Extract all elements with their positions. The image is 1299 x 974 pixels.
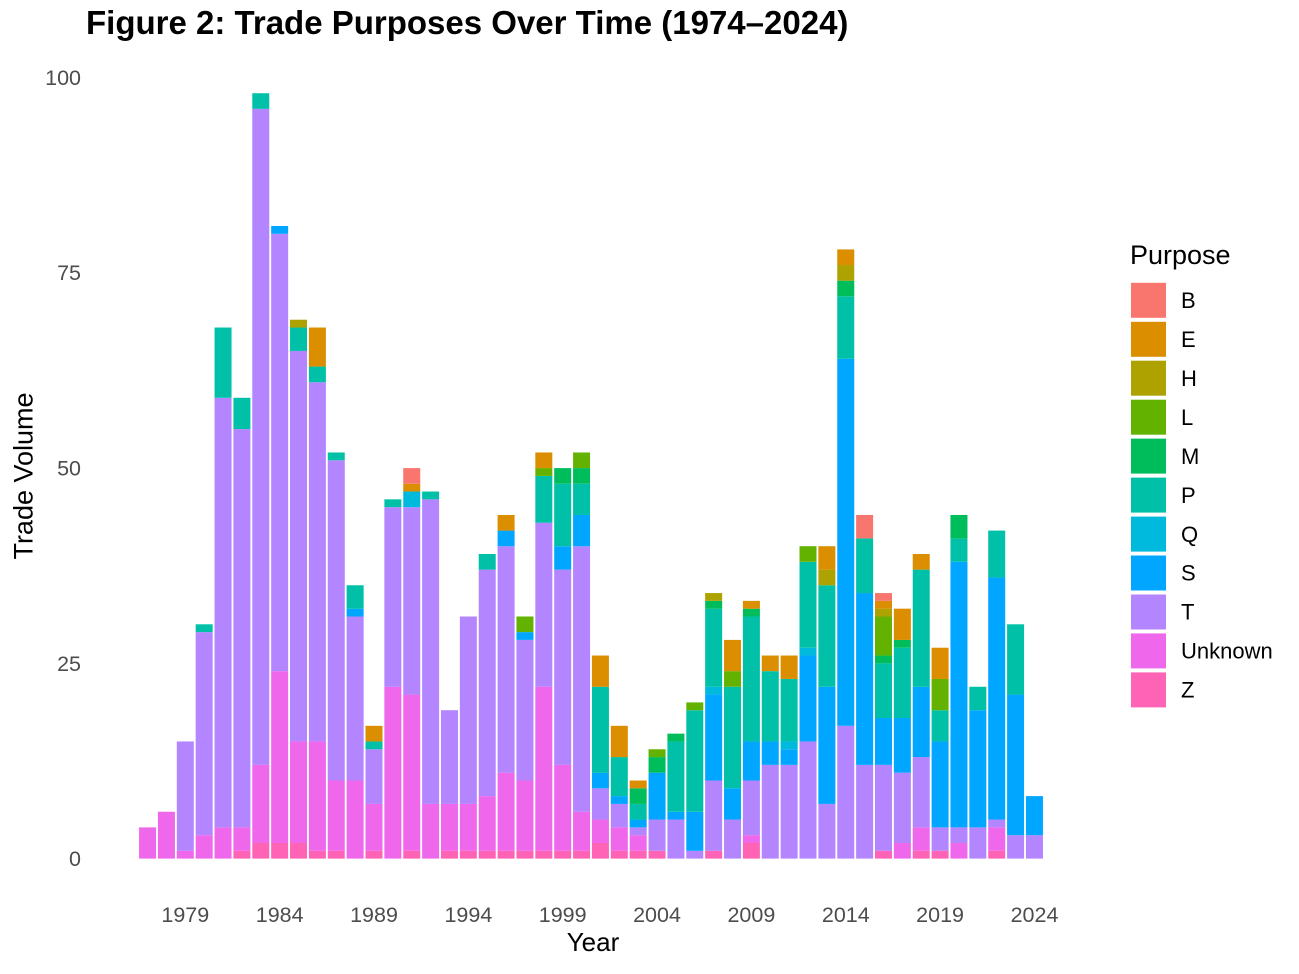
svg-text:1984: 1984 (256, 903, 304, 927)
svg-text:H: H (1181, 366, 1197, 391)
svg-text:Trade Volume: Trade Volume (9, 392, 39, 559)
svg-text:1994: 1994 (444, 903, 492, 927)
svg-text:25: 25 (57, 652, 81, 676)
svg-text:Year: Year (567, 927, 620, 957)
svg-text:2009: 2009 (727, 903, 775, 927)
svg-text:2014: 2014 (822, 903, 870, 927)
svg-text:Q: Q (1181, 522, 1198, 547)
svg-text:50: 50 (57, 457, 81, 481)
svg-text:S: S (1181, 561, 1196, 586)
svg-text:M: M (1181, 444, 1199, 469)
svg-text:T: T (1181, 600, 1194, 625)
svg-text:P: P (1181, 483, 1196, 508)
svg-text:2004: 2004 (633, 903, 681, 927)
svg-text:Purpose: Purpose (1130, 240, 1231, 270)
svg-text:1979: 1979 (161, 903, 209, 927)
svg-text:Z: Z (1181, 678, 1194, 703)
svg-text:1989: 1989 (350, 903, 398, 927)
svg-text:L: L (1181, 405, 1193, 430)
svg-text:0: 0 (69, 847, 81, 871)
svg-text:E: E (1181, 327, 1196, 352)
svg-text:Figure 2: Trade Purposes Over: Figure 2: Trade Purposes Over Time (1974… (86, 4, 848, 41)
svg-text:Unknown: Unknown (1181, 639, 1273, 664)
svg-text:75: 75 (57, 261, 81, 285)
svg-text:1999: 1999 (539, 903, 587, 927)
svg-text:100: 100 (45, 66, 81, 90)
svg-text:B: B (1181, 288, 1196, 313)
svg-text:2019: 2019 (916, 903, 964, 927)
svg-text:2024: 2024 (1011, 903, 1059, 927)
